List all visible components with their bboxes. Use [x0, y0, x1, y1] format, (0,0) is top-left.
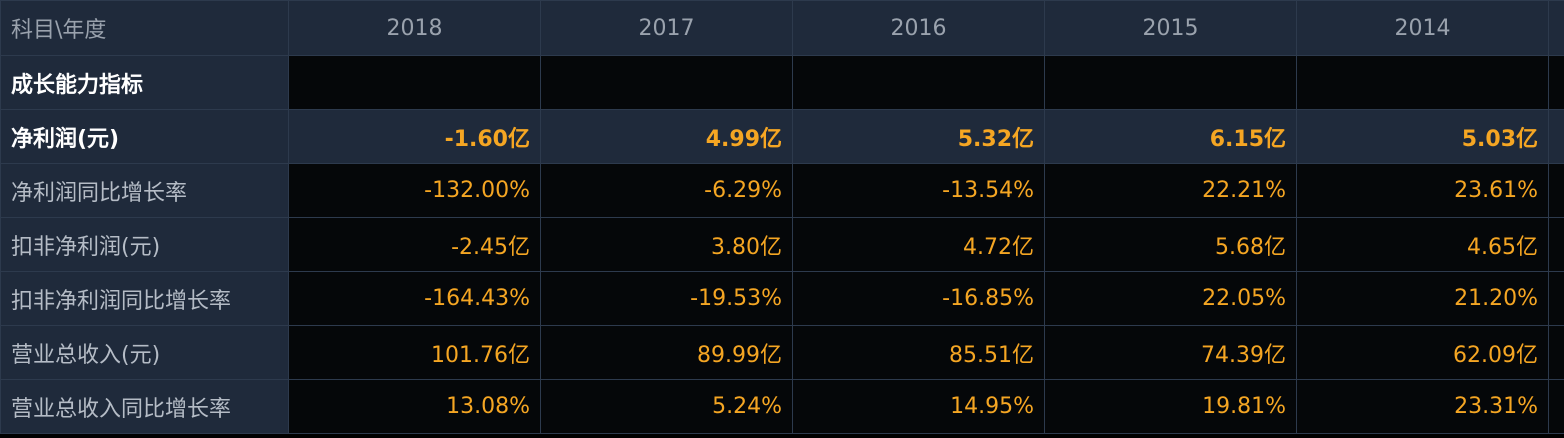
header-year-2014[interactable]: 2014: [1296, 0, 1549, 56]
row-label: 净利润(元): [0, 109, 289, 164]
header-year-2016[interactable]: 2016: [792, 0, 1045, 56]
value-cell: -1.60亿: [288, 109, 541, 164]
header-year-2017[interactable]: 2017: [540, 0, 793, 56]
row-spacer-cell: [1548, 55, 1564, 110]
value-cell: 5.03亿: [1296, 109, 1549, 164]
table-row-net-profit: 净利润(元) -1.60亿 4.99亿 5.32亿 6.15亿 5.03亿: [0, 109, 1564, 164]
empty-cell: [1296, 55, 1549, 110]
row-label: 营业总收入同比增长率: [0, 379, 289, 434]
value-cell: 74.39亿: [1044, 325, 1297, 380]
value-cell: 23.61%: [1296, 163, 1549, 218]
row-label: 净利润同比增长率: [0, 163, 289, 218]
value-cell: 5.24%: [540, 379, 793, 434]
header-corner-cell: 科目\年度: [0, 0, 289, 56]
row-spacer-cell: [1548, 163, 1564, 218]
value-cell: 62.09亿: [1296, 325, 1549, 380]
row-label: 营业总收入(元): [0, 325, 289, 380]
row-label: 扣非净利润同比增长率: [0, 271, 289, 326]
value-cell: -164.43%: [288, 271, 541, 326]
value-cell: 22.05%: [1044, 271, 1297, 326]
value-cell: -13.54%: [792, 163, 1045, 218]
header-spacer-cell: [1548, 0, 1564, 56]
header-year-2015[interactable]: 2015: [1044, 0, 1297, 56]
table-header-row: 科目\年度 2018 2017 2016 2015 2014: [0, 0, 1564, 56]
value-cell: 19.81%: [1044, 379, 1297, 434]
value-cell: 89.99亿: [540, 325, 793, 380]
table-row-total-revenue-yoy: 营业总收入同比增长率 13.08% 5.24% 14.95% 19.81% 23…: [0, 379, 1564, 434]
value-cell: 85.51亿: [792, 325, 1045, 380]
value-cell: 22.21%: [1044, 163, 1297, 218]
value-cell: 4.72亿: [792, 217, 1045, 272]
value-cell: -16.85%: [792, 271, 1045, 326]
row-spacer-cell: [1548, 109, 1564, 164]
value-cell: 4.65亿: [1296, 217, 1549, 272]
value-cell: 6.15亿: [1044, 109, 1297, 164]
section-row-growth: 成长能力指标: [0, 55, 1564, 110]
value-cell: 5.68亿: [1044, 217, 1297, 272]
row-label: 扣非净利润(元): [0, 217, 289, 272]
row-spacer-cell: [1548, 271, 1564, 326]
table-row-net-profit-yoy: 净利润同比增长率 -132.00% -6.29% -13.54% 22.21% …: [0, 163, 1564, 218]
value-cell: 21.20%: [1296, 271, 1549, 326]
value-cell: -132.00%: [288, 163, 541, 218]
table-row-total-revenue: 营业总收入(元) 101.76亿 89.99亿 85.51亿 74.39亿 62…: [0, 325, 1564, 380]
empty-cell: [540, 55, 793, 110]
value-cell: -19.53%: [540, 271, 793, 326]
value-cell: 3.80亿: [540, 217, 793, 272]
header-year-2018[interactable]: 2018: [288, 0, 541, 56]
table-row-deducted-net-profit-yoy: 扣非净利润同比增长率 -164.43% -19.53% -16.85% 22.0…: [0, 271, 1564, 326]
value-cell: -2.45亿: [288, 217, 541, 272]
row-spacer-cell: [1548, 217, 1564, 272]
section-title: 成长能力指标: [0, 55, 289, 110]
value-cell: 23.31%: [1296, 379, 1549, 434]
row-spacer-cell: [1548, 379, 1564, 434]
value-cell: 5.32亿: [792, 109, 1045, 164]
empty-cell: [1044, 55, 1297, 110]
row-spacer-cell: [1548, 325, 1564, 380]
value-cell: -6.29%: [540, 163, 793, 218]
value-cell: 14.95%: [792, 379, 1045, 434]
empty-cell: [288, 55, 541, 110]
table-row-deducted-net-profit: 扣非净利润(元) -2.45亿 3.80亿 4.72亿 5.68亿 4.65亿: [0, 217, 1564, 272]
empty-cell: [792, 55, 1045, 110]
value-cell: 13.08%: [288, 379, 541, 434]
value-cell: 4.99亿: [540, 109, 793, 164]
value-cell: 101.76亿: [288, 325, 541, 380]
